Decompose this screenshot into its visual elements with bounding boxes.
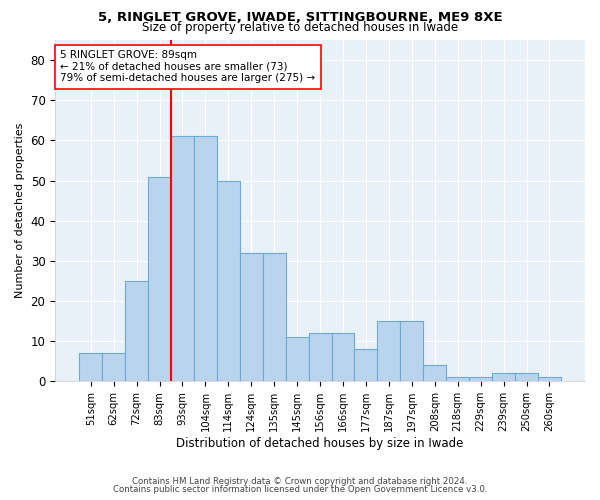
Bar xyxy=(171,136,194,382)
Bar xyxy=(400,321,423,382)
X-axis label: Distribution of detached houses by size in Iwade: Distribution of detached houses by size … xyxy=(176,437,464,450)
Bar xyxy=(469,378,492,382)
Y-axis label: Number of detached properties: Number of detached properties xyxy=(15,123,25,298)
Bar xyxy=(79,353,102,382)
Text: 5 RINGLET GROVE: 89sqm
← 21% of detached houses are smaller (73)
79% of semi-det: 5 RINGLET GROVE: 89sqm ← 21% of detached… xyxy=(61,50,316,84)
Bar xyxy=(240,253,263,382)
Text: 5, RINGLET GROVE, IWADE, SITTINGBOURNE, ME9 8XE: 5, RINGLET GROVE, IWADE, SITTINGBOURNE, … xyxy=(98,11,502,24)
Bar xyxy=(377,321,400,382)
Bar xyxy=(217,180,240,382)
Bar xyxy=(125,281,148,382)
Bar xyxy=(515,374,538,382)
Bar xyxy=(308,333,332,382)
Bar xyxy=(538,378,561,382)
Bar xyxy=(194,136,217,382)
Bar xyxy=(492,374,515,382)
Bar xyxy=(423,366,446,382)
Bar xyxy=(355,349,377,382)
Bar xyxy=(446,378,469,382)
Bar xyxy=(263,253,286,382)
Text: Size of property relative to detached houses in Iwade: Size of property relative to detached ho… xyxy=(142,21,458,34)
Bar xyxy=(148,176,171,382)
Text: Contains HM Land Registry data © Crown copyright and database right 2024.: Contains HM Land Registry data © Crown c… xyxy=(132,477,468,486)
Bar xyxy=(332,333,355,382)
Bar xyxy=(102,353,125,382)
Text: Contains public sector information licensed under the Open Government Licence v3: Contains public sector information licen… xyxy=(113,485,487,494)
Bar xyxy=(286,337,308,382)
